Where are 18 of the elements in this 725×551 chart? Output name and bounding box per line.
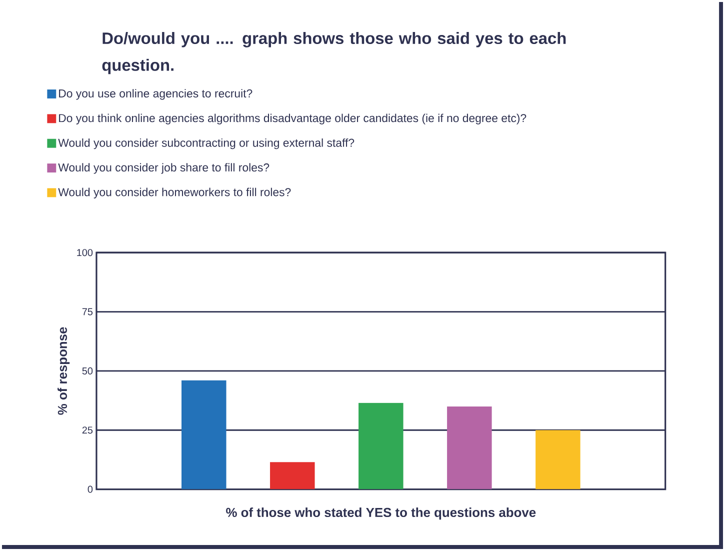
y-axis-title: % of response xyxy=(58,327,70,415)
bar xyxy=(358,402,404,490)
bar xyxy=(447,406,492,490)
legend-label: Would you consider job share to fill roles? xyxy=(58,163,270,174)
chart-title: Do/would you .... graph shows those who said yes to each question. xyxy=(102,32,566,74)
legend-label: Would you consider subcontracting or using external staff? xyxy=(58,138,354,150)
y-tick-label: 0 xyxy=(88,486,93,493)
y-tick-label: 50 xyxy=(82,367,93,374)
legend-label: Do you think online agencies algorithms disadvantage older candidates (ie if no degree etc)? xyxy=(59,114,526,124)
legend-label: Do you use online agencies to recruit? xyxy=(59,89,252,100)
y-tick-label: 75 xyxy=(82,308,93,316)
bar xyxy=(270,462,315,490)
y-tick-label: 25 xyxy=(82,426,93,434)
bar xyxy=(536,430,580,490)
legend-label: Would you consider homeworkers to fill roles? xyxy=(58,188,291,198)
y-tick-label: 100 xyxy=(77,249,93,256)
bar xyxy=(182,380,226,490)
x-axis-title: % of those who stated YES to the questions above xyxy=(226,508,536,520)
